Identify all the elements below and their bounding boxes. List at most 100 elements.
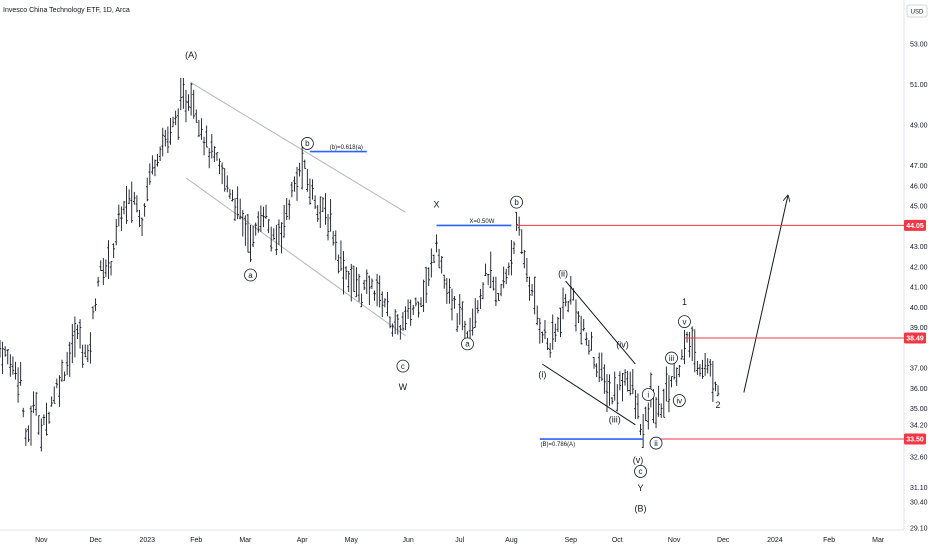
ohlc-bar bbox=[574, 299, 578, 332]
price-badge: 33.50 bbox=[904, 433, 926, 445]
ohlc-bar bbox=[499, 283, 503, 297]
x-tick-label: Nov bbox=[35, 537, 48, 544]
ohlc-bar bbox=[89, 332, 92, 364]
ohlc-bar bbox=[3, 346, 7, 357]
ohlc-bar bbox=[37, 415, 41, 435]
time-axis[interactable]: Nov Dec 2023 Feb Mar Apr May Jun Jul Aug Sep Oct Nov… bbox=[35, 537, 885, 544]
ohlc-bar bbox=[52, 386, 56, 404]
ohlc-bar bbox=[504, 268, 508, 285]
x-tick-label: 2023 bbox=[139, 537, 155, 544]
ohlc-bar bbox=[63, 371, 66, 381]
ohlc-bar bbox=[347, 270, 350, 293]
ohlc-bar bbox=[512, 241, 516, 254]
wave-label-circled: c bbox=[634, 465, 647, 478]
ohlc-bar bbox=[166, 126, 170, 154]
wave-label-text: a bbox=[248, 271, 253, 280]
x-tick-label: Sep bbox=[565, 537, 578, 544]
currency-label: USD bbox=[911, 10, 924, 16]
ohlc-bar bbox=[716, 385, 720, 397]
y-tick-label: 35.00 bbox=[910, 406, 928, 413]
wave-label-text: (iv) bbox=[616, 339, 629, 349]
ohlc-bar bbox=[497, 292, 500, 302]
ohlc-bar bbox=[427, 267, 431, 286]
ohlc-bar bbox=[577, 311, 580, 324]
ohlc-bar bbox=[55, 378, 59, 389]
wave-label-text: b bbox=[305, 139, 310, 148]
ohlc-bar bbox=[492, 276, 495, 291]
ohlc-bar bbox=[210, 134, 214, 159]
y-tick-label: 43.00 bbox=[910, 244, 928, 251]
price-badge: 44.05 bbox=[904, 219, 926, 231]
ohlc-bar bbox=[293, 176, 296, 192]
ohlc-bar bbox=[207, 147, 211, 169]
ohlc-bar bbox=[262, 206, 265, 228]
ohlc-bar bbox=[523, 249, 526, 269]
ohlc-bar bbox=[269, 226, 273, 252]
ohlc-bar bbox=[463, 320, 467, 341]
ohlc-bar bbox=[331, 231, 335, 246]
ohlc-bar bbox=[414, 297, 418, 307]
wedge-lower bbox=[542, 363, 636, 426]
ohlc-bar bbox=[670, 376, 673, 388]
ohlc-bar bbox=[587, 339, 591, 355]
ohlc-bar bbox=[29, 405, 33, 446]
ohlc-bar bbox=[109, 261, 113, 276]
currency-badge[interactable]: USD bbox=[906, 4, 928, 18]
ohlc-bar bbox=[11, 356, 15, 375]
ohlc-bar bbox=[349, 263, 353, 302]
x-tick-label: Feb bbox=[823, 537, 835, 544]
ohlc-bar bbox=[603, 364, 606, 394]
wave-label-text: 1 bbox=[682, 297, 687, 307]
ohlc-bar bbox=[582, 318, 586, 332]
ohlc-bar bbox=[324, 193, 327, 225]
ohlc-bar bbox=[641, 413, 645, 449]
ohlc-bar bbox=[548, 343, 552, 358]
ohlc-bar bbox=[368, 275, 371, 306]
ohlc-bar bbox=[96, 276, 100, 287]
price-badge-label: 38.49 bbox=[906, 335, 924, 342]
ohlc-bar bbox=[151, 155, 154, 175]
ohlc-bar bbox=[218, 158, 221, 174]
ohlc-bar bbox=[342, 251, 345, 295]
ohlc-bar bbox=[380, 291, 384, 318]
x-tick-label: Feb bbox=[190, 537, 202, 544]
wave-label-circle bbox=[396, 359, 410, 373]
levels-layer: X=0.50W (b)=0.618(a) (B)=0.786(A) 44.05 38.4… bbox=[309, 145, 926, 448]
ohlc-bar bbox=[326, 214, 330, 241]
wave-label: (i) bbox=[538, 370, 546, 380]
wave-label-circled: a bbox=[461, 337, 474, 351]
ohlc-bar bbox=[484, 263, 487, 277]
ohlc-bar bbox=[657, 385, 660, 417]
ohlc-bar bbox=[73, 316, 77, 358]
ohlc-bar bbox=[68, 341, 72, 377]
ohlc-bar bbox=[337, 254, 340, 274]
ohlc-bar bbox=[249, 224, 252, 262]
ohlc-bar bbox=[479, 288, 482, 309]
x-tick-label: May bbox=[345, 537, 359, 544]
price-axis[interactable]: 53.00 51.00 49.00 47.00 46.00 45.00 43.00 42.00… bbox=[910, 42, 928, 533]
ohlc-bar bbox=[334, 230, 338, 261]
ohlc-bar bbox=[561, 287, 565, 320]
wave-label-text: W bbox=[399, 382, 408, 392]
wave-label-circle bbox=[665, 351, 678, 365]
ohlc-bar bbox=[78, 319, 82, 349]
fib-level-label: (b)=0.618(a) bbox=[330, 145, 363, 151]
ohlc-bar bbox=[703, 352, 707, 376]
wave-label-text: b bbox=[514, 198, 519, 207]
ohlc-bar bbox=[714, 381, 717, 392]
ohlc-bar bbox=[1, 341, 4, 375]
ohlc-bar bbox=[120, 206, 123, 232]
wave-label-text: (v) bbox=[633, 455, 644, 465]
channel-upper bbox=[190, 82, 406, 213]
ohlc-bar bbox=[646, 402, 650, 430]
wave-label-circle bbox=[641, 388, 655, 401]
ohlc-bar bbox=[530, 283, 534, 297]
y-tick-label: 51.00 bbox=[910, 82, 928, 89]
ohlc-bar bbox=[453, 296, 456, 309]
ohlc-bar bbox=[424, 266, 428, 303]
ohlc-bar bbox=[422, 279, 425, 312]
ohlc-bar bbox=[566, 301, 570, 313]
ohlc-bar bbox=[538, 318, 542, 344]
ohlc-bar bbox=[246, 214, 250, 253]
